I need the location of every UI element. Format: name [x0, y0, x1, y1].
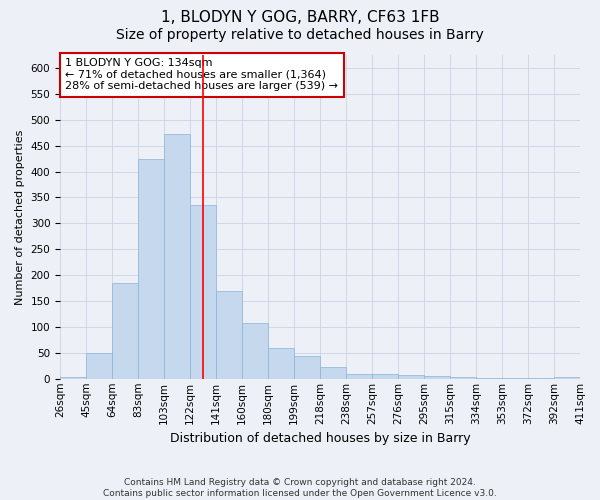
Bar	[372, 374, 398, 379]
Text: 1, BLODYN Y GOG, BARRY, CF63 1FB: 1, BLODYN Y GOG, BARRY, CF63 1FB	[161, 10, 439, 25]
Bar	[86, 353, 112, 379]
Bar	[242, 324, 268, 379]
X-axis label: Distribution of detached houses by size in Barry: Distribution of detached houses by size …	[170, 432, 470, 445]
Y-axis label: Number of detached properties: Number of detached properties	[15, 129, 25, 304]
Bar	[294, 356, 320, 379]
Bar	[268, 348, 294, 379]
Bar	[138, 159, 164, 379]
Bar	[476, 378, 502, 379]
Bar	[320, 368, 346, 379]
Bar	[60, 376, 86, 379]
Text: 1 BLODYN Y GOG: 134sqm
← 71% of detached houses are smaller (1,364)
28% of semi-: 1 BLODYN Y GOG: 134sqm ← 71% of detached…	[65, 58, 338, 92]
Bar	[554, 376, 580, 379]
Bar	[190, 204, 216, 379]
Bar	[164, 134, 190, 379]
Bar	[346, 374, 372, 379]
Bar	[216, 290, 242, 379]
Bar	[424, 376, 450, 379]
Bar	[450, 377, 476, 379]
Bar	[502, 378, 528, 379]
Bar	[528, 378, 554, 379]
Bar	[112, 283, 138, 379]
Bar	[398, 375, 424, 379]
Text: Size of property relative to detached houses in Barry: Size of property relative to detached ho…	[116, 28, 484, 42]
Text: Contains HM Land Registry data © Crown copyright and database right 2024.
Contai: Contains HM Land Registry data © Crown c…	[103, 478, 497, 498]
